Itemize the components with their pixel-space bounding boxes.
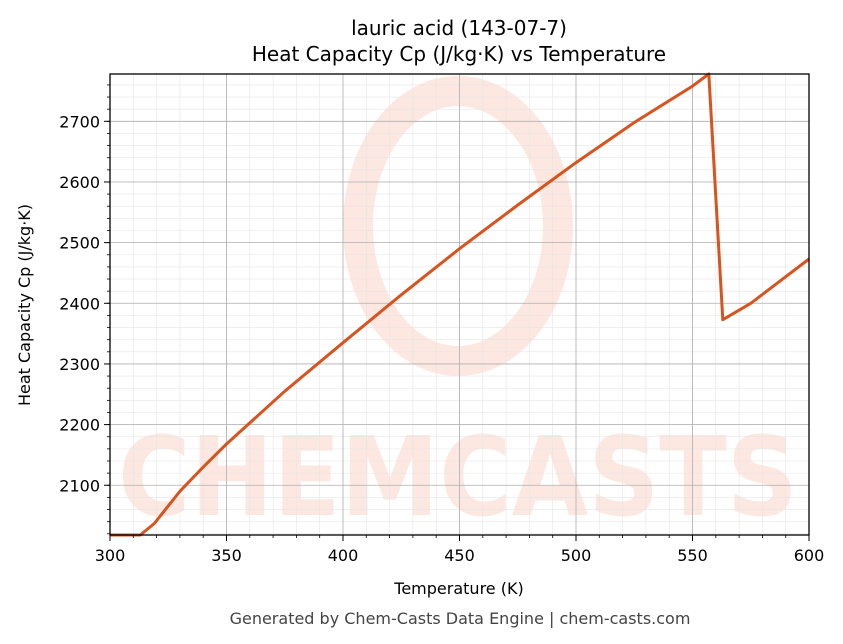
x-tick-label: 550: [677, 546, 708, 565]
x-tick-label: 450: [444, 546, 475, 565]
y-tick-label: 2400: [59, 294, 100, 313]
x-tick-label: 400: [328, 546, 359, 565]
x-axis-label: Temperature (K): [393, 579, 523, 598]
watermark-text: CHEMCASTS: [118, 413, 798, 541]
series-layer: [110, 72, 810, 537]
footer-credit: Generated by Chem-Casts Data Engine | ch…: [230, 609, 691, 628]
y-tick-label: 2600: [59, 173, 100, 192]
y-axis-label: Heat Capacity Cp (J/kg·K): [15, 204, 34, 406]
x-tick-label: 500: [561, 546, 592, 565]
x-tick-label: 350: [211, 546, 242, 565]
watermark-logo-ring: [343, 76, 573, 376]
series-line: [110, 72, 810, 537]
x-tick-labels: 300 350 400 450 500 550 600: [95, 546, 825, 565]
watermark: CHEMCASTS: [118, 76, 798, 541]
x-tick-label: 300: [95, 546, 126, 565]
y-tick-label: 2500: [59, 234, 100, 253]
y-tick-label: 2100: [59, 476, 100, 495]
x-tick-label: 600: [794, 546, 825, 565]
chart-subtitle: Heat Capacity Cp (J/kg·K) vs Temperature: [252, 42, 666, 66]
y-tick-label: 2700: [59, 112, 100, 131]
y-tick-label: 2300: [59, 355, 100, 374]
y-tick-labels: 2100 2200 2300 2400 2500 2600 2700: [59, 112, 100, 495]
axis-ticks: [104, 84, 810, 541]
chart-title: lauric acid (143-07-7): [351, 16, 567, 40]
y-tick-label: 2200: [59, 416, 100, 435]
